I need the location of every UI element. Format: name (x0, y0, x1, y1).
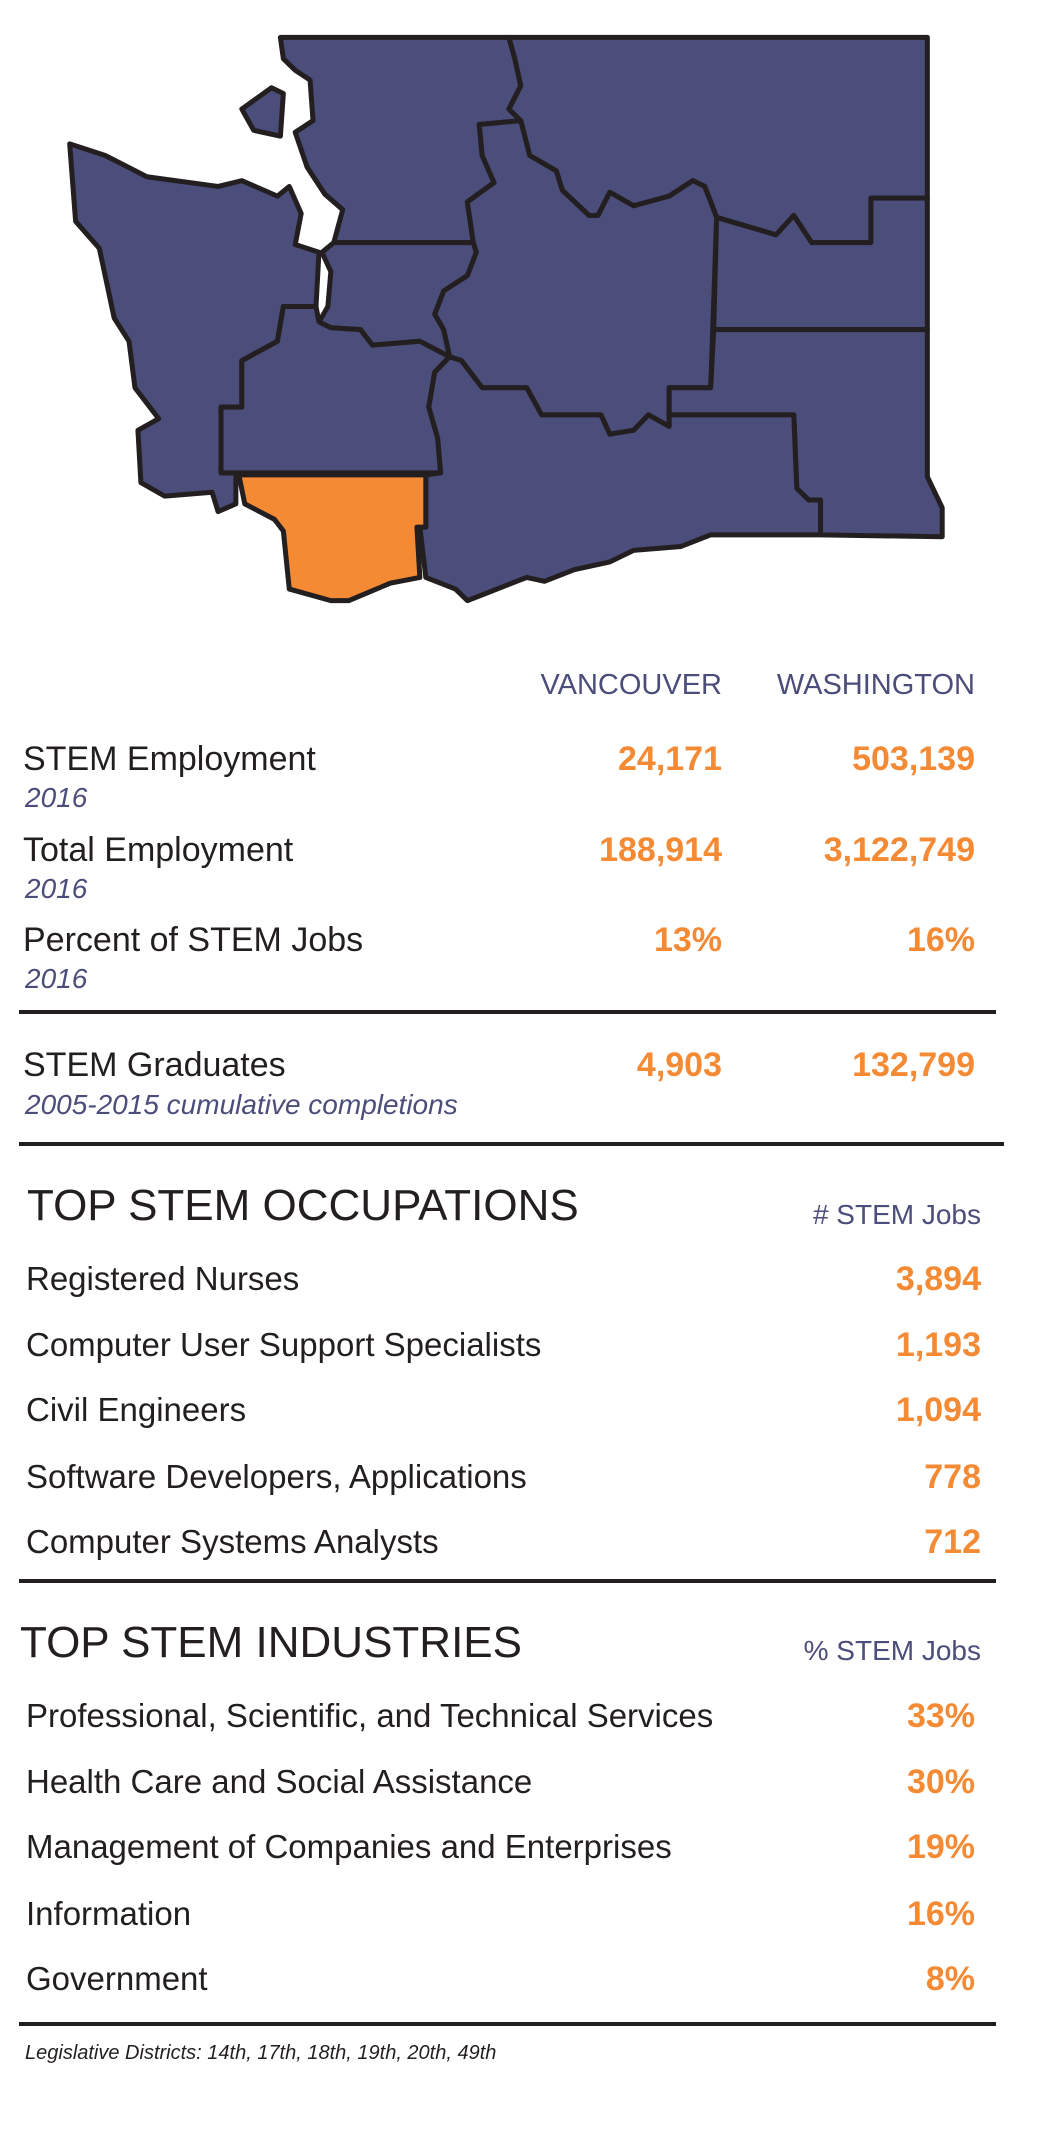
industry-value: 19% (906, 1828, 975, 1866)
occupation-label: Computer User Support Specialists (26, 1326, 542, 1363)
occupation-label: Civil Engineers (26, 1391, 247, 1428)
occupation-label: Computer Systems Analysts (26, 1523, 439, 1560)
occupation-value: 778 (924, 1458, 981, 1496)
stat-value-washington: 503,139 (852, 740, 975, 778)
stat-label: STEM Graduates (23, 1046, 286, 1084)
stat-sublabel: 2016 (25, 963, 88, 994)
stat-value-vancouver: 188,914 (599, 831, 722, 869)
industries-unit-label: % STEM Jobs (803, 1635, 981, 1666)
industry-label: Government (26, 1960, 208, 1997)
occupation-value: 3,894 (895, 1260, 981, 1298)
washington-region-map (40, 20, 960, 620)
stat-label: Percent of STEM Jobs (23, 921, 364, 959)
divider (19, 2022, 996, 2026)
section-title-occupations: TOP STEM OCCUPATIONS (27, 1181, 579, 1230)
stat-label: Total Employment (23, 831, 294, 869)
occupation-value: 1,193 (895, 1326, 981, 1364)
stat-value-vancouver: 4,903 (636, 1046, 722, 1084)
industry-label: Management of Companies and Enterprises (26, 1828, 672, 1865)
occupation-value: 712 (924, 1523, 981, 1561)
column-header-vancouver: VANCOUVER (540, 669, 722, 701)
occupation-label: Software Developers, Applications (26, 1458, 527, 1495)
industry-label: Health Care and Social Assistance (26, 1763, 533, 1800)
stat-value-washington: 132,799 (852, 1046, 975, 1084)
stat-sublabel: 2016 (25, 873, 88, 904)
industry-value: 33% (906, 1697, 975, 1735)
occupation-value: 1,094 (895, 1391, 981, 1429)
stat-label: STEM Employment (23, 740, 316, 778)
industry-value: 30% (906, 1763, 975, 1801)
stat-value-washington: 3,122,749 (823, 831, 975, 869)
stat-value-vancouver: 24,171 (618, 740, 722, 778)
industry-label: Professional, Scientific, and Technical … (26, 1697, 714, 1734)
stat-value-vancouver: 13% (653, 921, 722, 959)
divider (19, 1142, 1004, 1146)
column-header-washington: WASHINGTON (776, 669, 975, 701)
stat-sublabel: 2016 (25, 782, 88, 813)
section-title-industries: TOP STEM INDUSTRIES (20, 1618, 523, 1667)
occupations-unit-label: # STEM Jobs (812, 1199, 981, 1230)
industry-value: 16% (906, 1895, 975, 1933)
occupation-label: Registered Nurses (26, 1260, 300, 1297)
footnote: Legislative Districts: 14th, 17th, 18th,… (25, 2042, 497, 2064)
island-san-juan (242, 88, 284, 136)
industry-label: Information (26, 1895, 192, 1932)
divider (19, 1579, 996, 1583)
region-vancouver (239, 475, 426, 601)
stat-sublabel: 2005-2015 cumulative completions (25, 1089, 458, 1120)
stat-value-washington: 16% (906, 921, 975, 959)
industry-value: 8% (925, 1960, 975, 1998)
divider (19, 1010, 996, 1014)
